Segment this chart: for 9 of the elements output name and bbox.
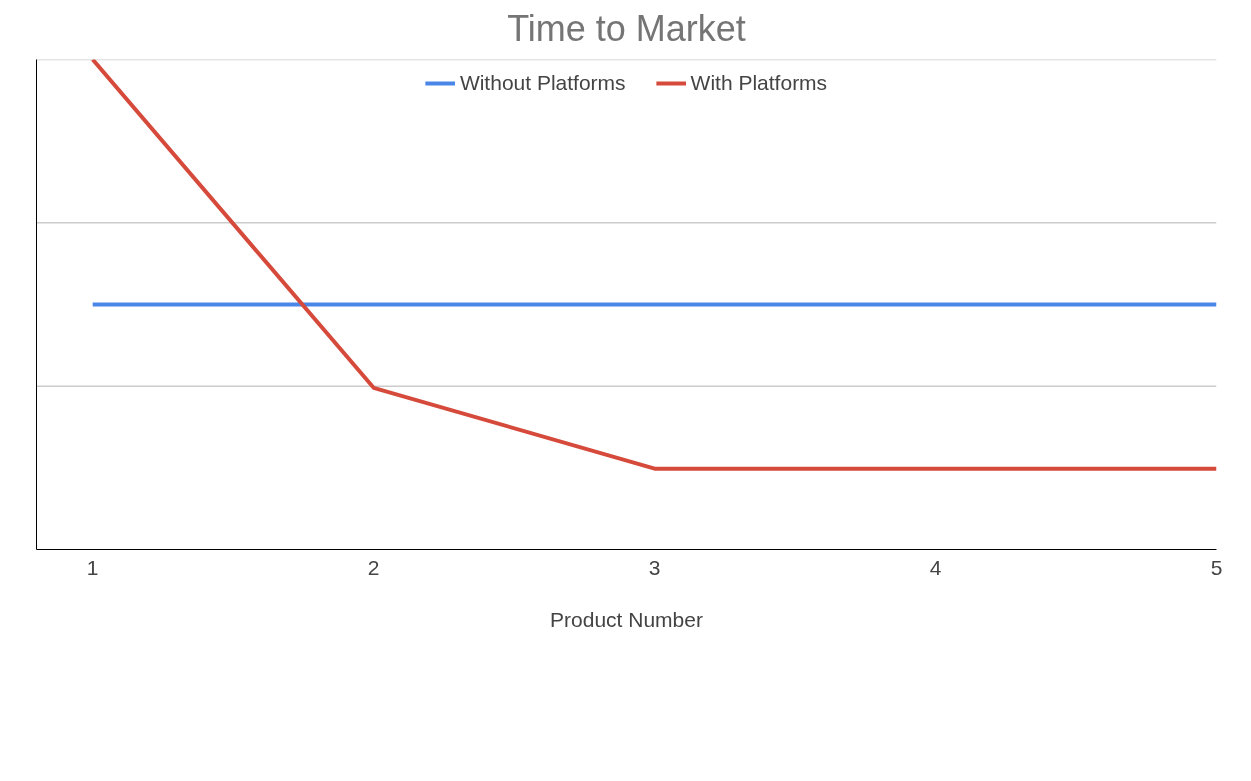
x-tick-label: 2 (367, 555, 380, 579)
x-tick-label: 4 (929, 555, 942, 579)
x-axis-title: Product Number (550, 607, 703, 631)
legend-label: Without Platforms (459, 71, 626, 95)
chart-title: Time to Market (507, 7, 746, 49)
x-tick-label: 5 (1210, 555, 1223, 579)
legend-label: With Platforms (690, 71, 828, 95)
x-tick-label: 3 (648, 555, 661, 579)
x-tick-label: 1 (86, 555, 99, 579)
